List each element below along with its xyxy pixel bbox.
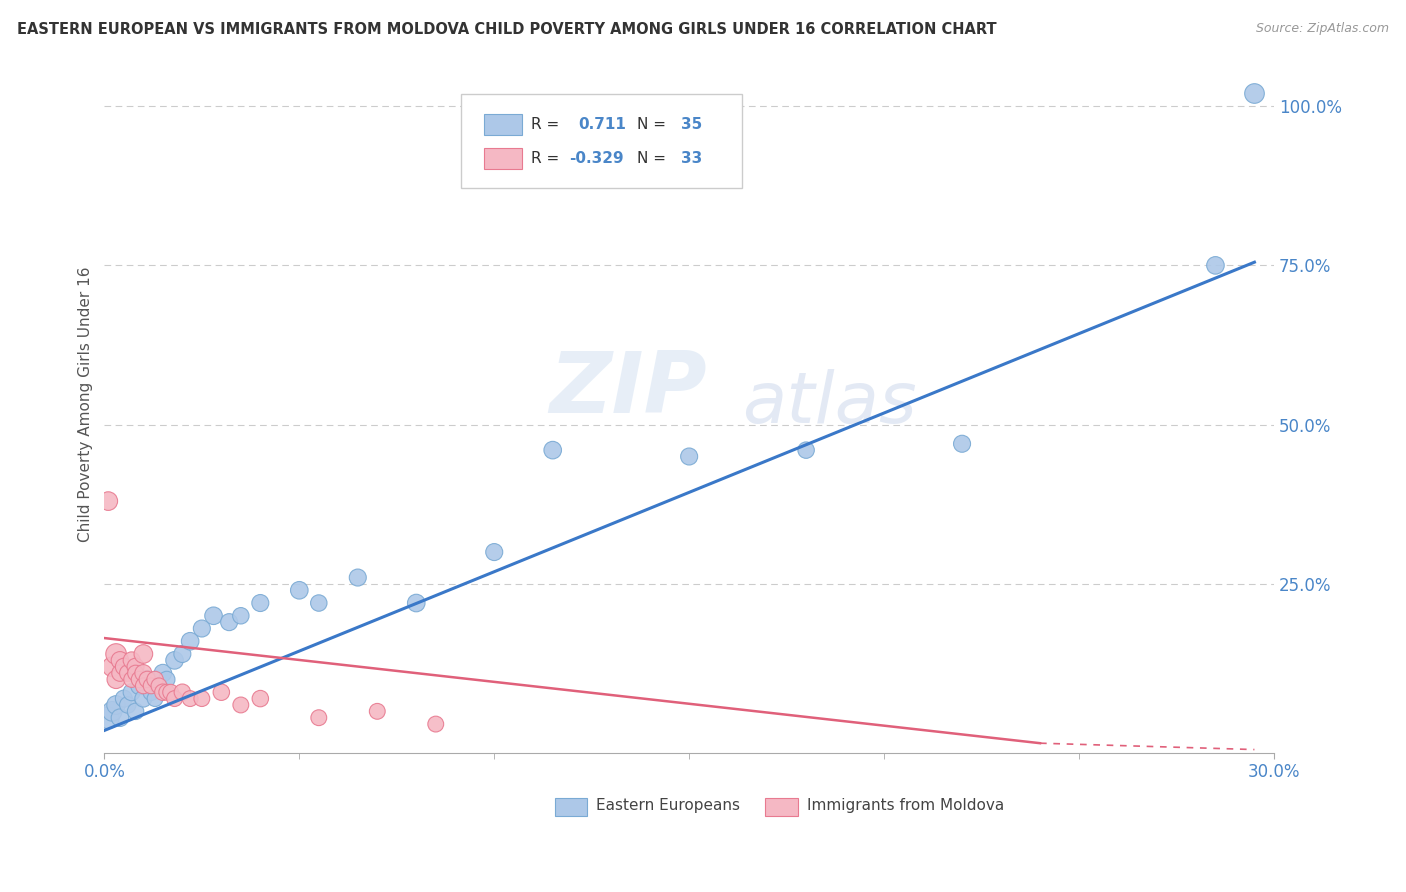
Point — [308, 711, 330, 725]
Point — [112, 691, 135, 706]
Point — [105, 698, 128, 712]
Point — [132, 666, 155, 681]
Bar — [485, 114, 522, 136]
Point — [112, 659, 135, 673]
Point — [117, 698, 139, 712]
Text: 33: 33 — [681, 151, 702, 166]
Point — [105, 647, 128, 661]
Point — [141, 685, 163, 699]
Point — [108, 666, 131, 681]
Point — [141, 679, 163, 693]
Text: R =: R = — [531, 118, 564, 132]
Text: 0.711: 0.711 — [578, 118, 626, 132]
Text: Eastern Europeans: Eastern Europeans — [596, 797, 740, 813]
Point — [288, 583, 311, 598]
Text: 35: 35 — [681, 118, 702, 132]
Point — [108, 653, 131, 667]
Point — [541, 443, 564, 458]
Text: R =: R = — [531, 151, 564, 166]
Point — [346, 570, 368, 584]
Point — [148, 679, 170, 693]
Point — [152, 666, 174, 681]
Point — [124, 659, 146, 673]
FancyBboxPatch shape — [461, 94, 742, 187]
Point — [128, 673, 150, 687]
Point — [105, 673, 128, 687]
Point — [179, 691, 201, 706]
Point — [121, 653, 143, 667]
Point — [202, 608, 225, 623]
Point — [179, 634, 201, 648]
Point — [163, 691, 186, 706]
Point — [366, 704, 388, 718]
Point — [97, 711, 120, 725]
Point — [209, 685, 232, 699]
Point — [121, 685, 143, 699]
Point — [148, 679, 170, 693]
Point — [117, 666, 139, 681]
Point — [132, 679, 155, 693]
Text: Immigrants from Moldova: Immigrants from Moldova — [807, 797, 1004, 813]
Point — [132, 647, 155, 661]
Point — [425, 717, 447, 731]
Point — [143, 673, 166, 687]
Point — [172, 647, 194, 661]
Point — [143, 691, 166, 706]
Point — [191, 622, 214, 636]
Point — [249, 596, 271, 610]
Text: ZIP: ZIP — [548, 349, 706, 432]
Point — [1204, 259, 1226, 273]
Point — [97, 494, 120, 508]
Point — [405, 596, 427, 610]
Bar — [554, 798, 588, 815]
Point — [308, 596, 330, 610]
Point — [101, 704, 124, 718]
Point — [678, 450, 700, 464]
Point — [136, 673, 159, 687]
Text: atlas: atlas — [742, 369, 917, 439]
Point — [950, 436, 973, 450]
Point — [1243, 87, 1265, 101]
Point — [136, 673, 159, 687]
Point — [229, 698, 252, 712]
Point — [163, 653, 186, 667]
Point — [159, 685, 181, 699]
Point — [249, 691, 271, 706]
Point — [218, 615, 240, 629]
Point — [156, 685, 179, 699]
Text: N =: N = — [637, 118, 671, 132]
Point — [229, 608, 252, 623]
Bar — [765, 798, 799, 815]
Text: -0.329: -0.329 — [568, 151, 623, 166]
Point — [124, 704, 146, 718]
Point — [794, 443, 817, 458]
Text: EASTERN EUROPEAN VS IMMIGRANTS FROM MOLDOVA CHILD POVERTY AMONG GIRLS UNDER 16 C: EASTERN EUROPEAN VS IMMIGRANTS FROM MOLD… — [17, 22, 997, 37]
Point — [152, 685, 174, 699]
Point — [108, 711, 131, 725]
Point — [132, 691, 155, 706]
Text: N =: N = — [637, 151, 671, 166]
Point — [124, 666, 146, 681]
Point — [156, 673, 179, 687]
Point — [101, 659, 124, 673]
Point — [172, 685, 194, 699]
Point — [128, 679, 150, 693]
Point — [191, 691, 214, 706]
Bar — [485, 148, 522, 169]
Point — [484, 545, 506, 559]
Point — [121, 673, 143, 687]
Text: Source: ZipAtlas.com: Source: ZipAtlas.com — [1256, 22, 1389, 36]
Y-axis label: Child Poverty Among Girls Under 16: Child Poverty Among Girls Under 16 — [79, 266, 93, 541]
